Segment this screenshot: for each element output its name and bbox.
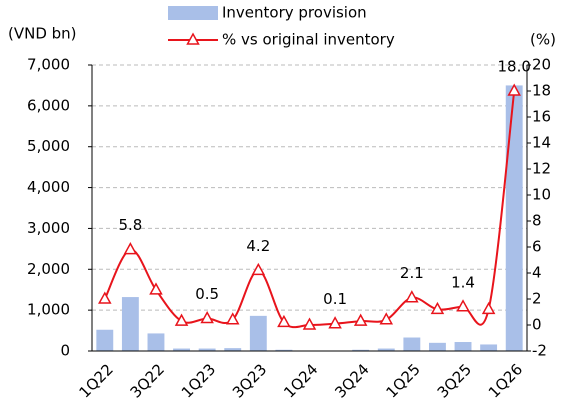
marker [507, 83, 521, 96]
bar [198, 348, 216, 351]
y-tick-label: 1,000 [27, 301, 70, 319]
data-label: 2.1 [400, 264, 424, 282]
data-label: 4.2 [246, 237, 270, 255]
data-label: 0.5 [195, 285, 219, 303]
marker [174, 313, 189, 326]
x-tick-label: 3Q24 [331, 360, 372, 401]
legend-marker [186, 32, 200, 45]
y2-tick-label: -2 [532, 342, 547, 360]
y-tick-label: 3,000 [27, 219, 70, 237]
x-tick-label: 1Q22 [75, 360, 116, 401]
data-label: 5.8 [118, 216, 142, 234]
line [103, 90, 516, 329]
y2-tick-label: 4 [532, 264, 542, 282]
data-label: 1.4 [451, 273, 475, 291]
data-label: 18.0 [498, 58, 531, 76]
marker [379, 312, 394, 325]
marker [353, 313, 368, 326]
y-tick-label: 7,000 [27, 56, 70, 74]
legend-label: % vs original inventory [222, 31, 395, 49]
y-tick-label: 6,000 [27, 96, 70, 114]
y-tick-label: 5,000 [27, 137, 70, 155]
y2-tick-label: 2 [532, 290, 542, 308]
marker [123, 242, 138, 255]
bar [147, 333, 165, 351]
bar [121, 297, 139, 351]
marker [456, 299, 470, 312]
legend-label: Inventory provision [222, 4, 367, 22]
marker [405, 290, 419, 303]
x-tick-label: 3Q25 [434, 360, 475, 401]
marker [277, 314, 291, 328]
y2-tick-label: 18 [532, 82, 551, 100]
y2-tick-label: 14 [532, 134, 551, 152]
bar [249, 315, 267, 351]
y-tick-label: 4,000 [27, 178, 70, 196]
x-tick-label: 1Q26 [485, 360, 526, 401]
y2-tick-label: 16 [532, 108, 551, 126]
marker [200, 310, 214, 324]
bar [480, 344, 498, 351]
marker [328, 316, 342, 329]
y-tick-label: 0 [60, 342, 70, 360]
legend-swatch [168, 6, 218, 20]
y2-tick-label: 12 [532, 160, 551, 178]
y-tick-label: 2,000 [27, 260, 70, 278]
marker [430, 301, 445, 315]
bar [428, 342, 446, 351]
x-tick-label: 1Q24 [280, 360, 321, 401]
y-axis-label: (VND bn) [8, 25, 77, 43]
x-tick-label: 1Q25 [383, 360, 424, 401]
bar [224, 348, 242, 351]
y2-tick-label: 0 [532, 316, 542, 334]
y2-tick-label: 10 [532, 186, 551, 204]
bar [454, 342, 472, 351]
y2-tick-label: 6 [532, 238, 542, 256]
marker [149, 282, 163, 295]
bar [403, 337, 421, 351]
x-tick-label: 3Q22 [127, 360, 168, 401]
x-tick-label: 1Q23 [178, 360, 219, 401]
bar [352, 349, 370, 351]
marker [302, 317, 317, 330]
y2-tick-label: 8 [532, 212, 542, 230]
marker [251, 262, 266, 276]
marker [225, 312, 240, 325]
bar [505, 85, 523, 351]
y2-axis-label: (%) [530, 31, 556, 49]
data-label: 0.1 [323, 290, 347, 308]
bar [96, 329, 114, 351]
marker [481, 301, 496, 315]
x-tick-label: 3Q23 [229, 360, 270, 401]
y2-tick-label: 20 [532, 56, 551, 74]
bar [173, 348, 191, 351]
bar [275, 349, 293, 351]
bar [377, 348, 395, 351]
marker [98, 291, 112, 304]
